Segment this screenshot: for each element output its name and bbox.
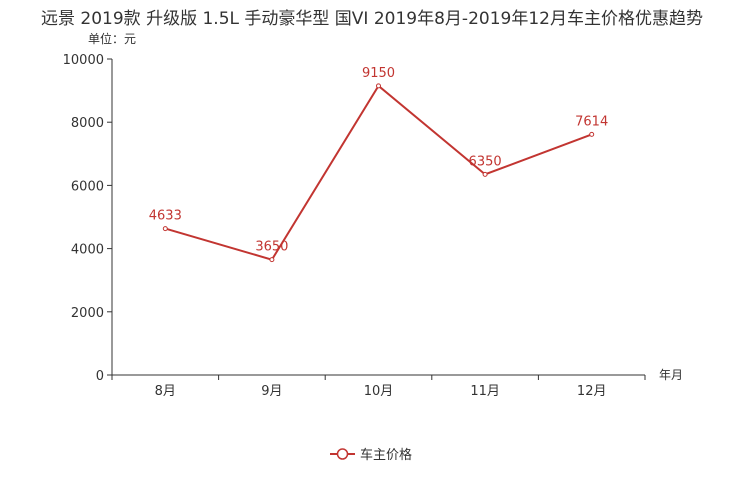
data-label: 7614 xyxy=(575,114,608,129)
series-line xyxy=(165,84,593,261)
data-point xyxy=(162,226,168,232)
y-tick-label: 4000 xyxy=(71,243,104,258)
x-tick-label: 9月 xyxy=(261,384,282,399)
chart-title: 远景 2019款 升级版 1.5L 手动豪华型 国VI 2019年8月-2019… xyxy=(41,9,703,29)
x-tick-label: 12月 xyxy=(577,384,607,399)
y-tick-label: 8000 xyxy=(71,116,104,131)
x-tick-label: 10月 xyxy=(364,384,394,399)
legend-label: 车主价格 xyxy=(360,447,412,463)
data-label: 3650 xyxy=(255,240,288,255)
data-point xyxy=(482,171,488,177)
data-label: 6350 xyxy=(469,154,502,169)
y-tick-label: 2000 xyxy=(71,306,104,321)
x-tick-label: 11月 xyxy=(470,384,500,399)
x-tick-label: 8月 xyxy=(155,384,176,399)
data-label: 9150 xyxy=(362,66,395,81)
legend-marker-icon xyxy=(336,448,349,460)
y-axis-label: 单位：元 xyxy=(88,31,136,46)
data-point xyxy=(376,83,381,89)
data-label: 4633 xyxy=(149,209,182,224)
y-tick-label: 0 xyxy=(96,369,104,384)
y-tick-label: 6000 xyxy=(71,179,104,194)
data-point xyxy=(269,257,275,263)
y-tick-label: 10000 xyxy=(63,53,104,68)
data-point xyxy=(589,131,595,137)
x-axis-label: 年月 xyxy=(659,368,683,382)
